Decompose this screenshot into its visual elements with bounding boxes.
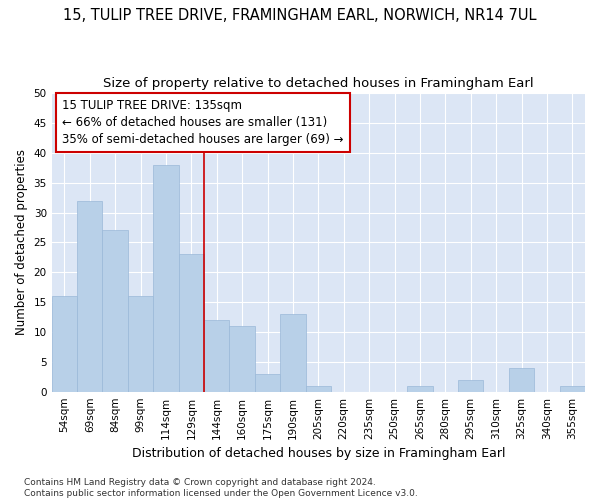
Bar <box>560 386 585 392</box>
Bar <box>255 374 280 392</box>
Bar <box>52 296 77 392</box>
Bar <box>204 320 229 392</box>
Bar <box>77 200 103 392</box>
Bar <box>179 254 204 392</box>
Bar <box>280 314 305 392</box>
Text: 15 TULIP TREE DRIVE: 135sqm
← 66% of detached houses are smaller (131)
35% of se: 15 TULIP TREE DRIVE: 135sqm ← 66% of det… <box>62 99 344 146</box>
Bar <box>509 368 534 392</box>
Bar <box>305 386 331 392</box>
Bar <box>153 164 179 392</box>
Y-axis label: Number of detached properties: Number of detached properties <box>15 150 28 336</box>
X-axis label: Distribution of detached houses by size in Framingham Earl: Distribution of detached houses by size … <box>131 447 505 460</box>
Bar <box>128 296 153 392</box>
Text: Contains HM Land Registry data © Crown copyright and database right 2024.
Contai: Contains HM Land Registry data © Crown c… <box>24 478 418 498</box>
Bar <box>458 380 484 392</box>
Text: 15, TULIP TREE DRIVE, FRAMINGHAM EARL, NORWICH, NR14 7UL: 15, TULIP TREE DRIVE, FRAMINGHAM EARL, N… <box>63 8 537 22</box>
Bar <box>229 326 255 392</box>
Bar <box>407 386 433 392</box>
Bar <box>103 230 128 392</box>
Title: Size of property relative to detached houses in Framingham Earl: Size of property relative to detached ho… <box>103 78 533 90</box>
